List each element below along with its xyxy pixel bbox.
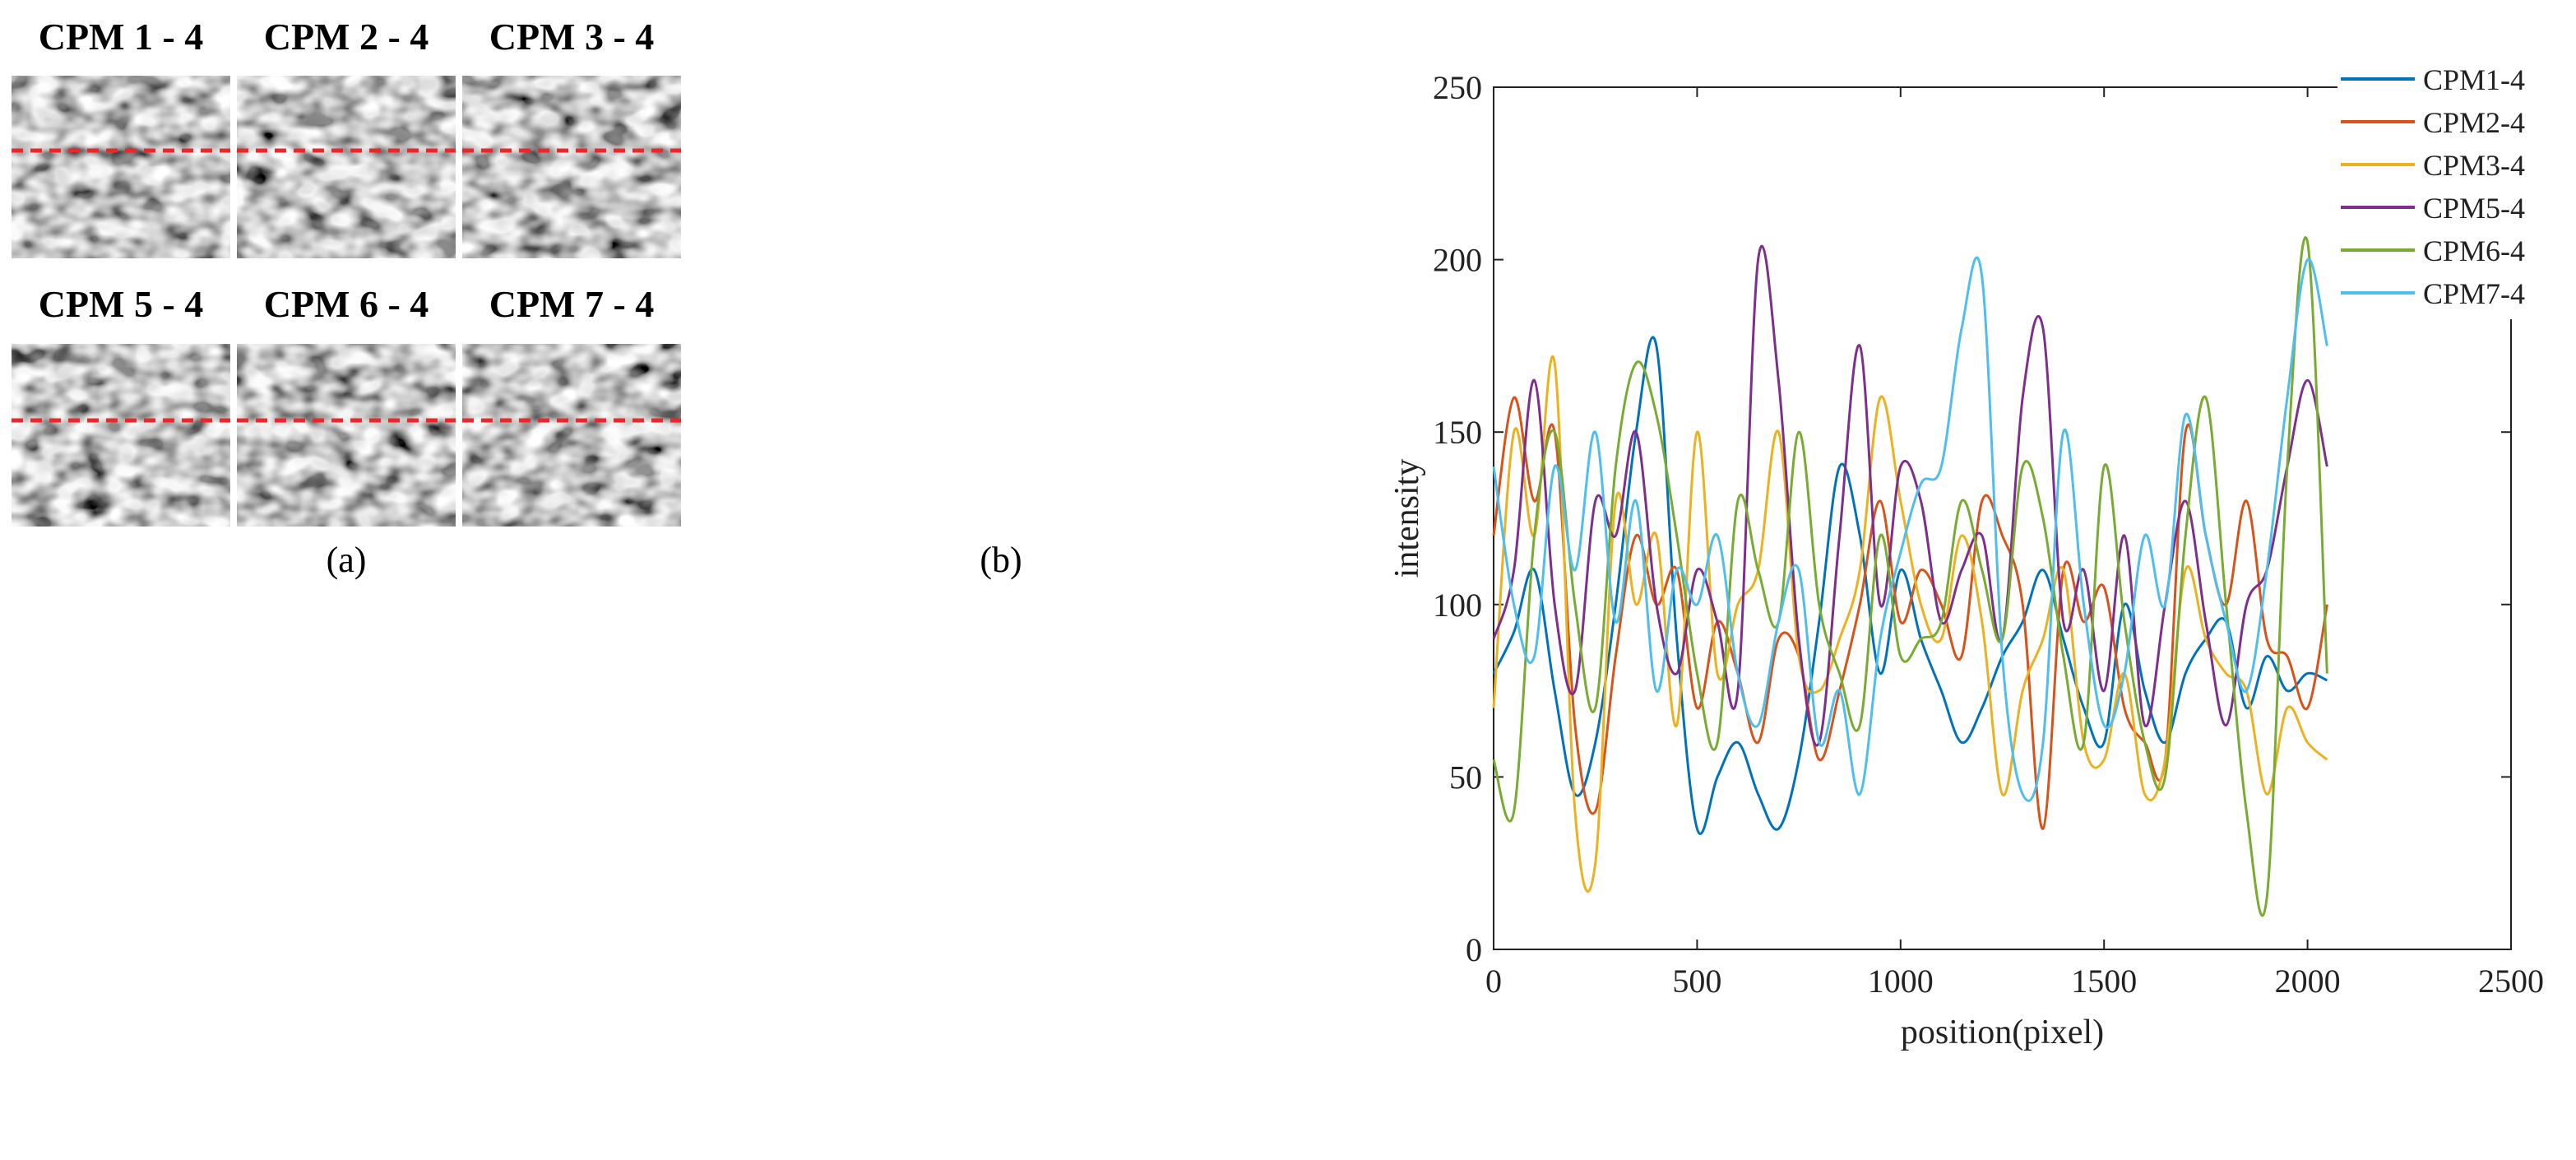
legend-label: CPM7-4 xyxy=(2423,277,2525,310)
legend-label: CPM1-4 xyxy=(2423,63,2525,96)
image-title: CPM 2 - 4 xyxy=(264,16,429,58)
series-line-cpm5-4 xyxy=(1492,244,2328,747)
legend-box xyxy=(2337,54,2553,319)
image-tile-cpm5-4: CPM 5 - 4 xyxy=(12,283,230,527)
image-title: CPM 5 - 4 xyxy=(39,283,204,325)
speckle-image xyxy=(237,344,456,527)
image-title: CPM 6 - 4 xyxy=(264,283,429,325)
y-tick-label: 50 xyxy=(1449,759,1482,796)
x-tick-label: 1000 xyxy=(1868,963,1934,1000)
caption-a: (a) xyxy=(327,540,367,580)
x-tick-label: 2000 xyxy=(2275,963,2341,1000)
x-tick-label: 500 xyxy=(1672,963,1721,1000)
y-tick-label: 250 xyxy=(1433,69,1482,106)
legend-label: CPM5-4 xyxy=(2423,192,2525,225)
series-line-cpm7-4 xyxy=(1492,256,2328,802)
series-line-cpm6-4 xyxy=(1492,235,2328,917)
x-axis-label: position(pixel) xyxy=(1901,1014,2104,1051)
panel-a-image-grid: CPM 1 - 4 CPM 2 - 4 CPM 3 - 4 CPM 5 - 4 … xyxy=(12,16,681,580)
caption-b: (b) xyxy=(980,540,1022,580)
series-line-cpm2-4 xyxy=(1492,396,2328,830)
y-tick-label: 200 xyxy=(1433,242,1482,279)
image-title: CPM 1 - 4 xyxy=(39,16,204,58)
image-tile-cpm3-4: CPM 3 - 4 xyxy=(462,16,681,258)
y-tick-label: 0 xyxy=(1466,931,1482,968)
series-line-cpm3-4 xyxy=(1492,355,2328,893)
image-tile-cpm1-4: CPM 1 - 4 xyxy=(12,16,230,258)
plot-area-frame xyxy=(1493,86,2512,950)
legend-label: CPM6-4 xyxy=(2423,234,2525,267)
speckle-image xyxy=(462,76,681,258)
x-tick-label: 0 xyxy=(1485,963,1502,1000)
x-tick-label: 1500 xyxy=(2071,963,2137,1000)
image-tile-cpm2-4: CPM 2 - 4 xyxy=(237,16,456,258)
speckle-image xyxy=(237,76,456,258)
image-tile-cpm7-4: CPM 7 - 4 xyxy=(462,283,681,527)
y-axis-label: intensity xyxy=(1388,459,1426,578)
series-line-cpm1-4 xyxy=(1492,336,2328,836)
y-tick-label: 150 xyxy=(1433,414,1482,451)
image-title: CPM 7 - 4 xyxy=(489,283,655,325)
y-tick-label: 100 xyxy=(1433,587,1482,624)
legend-label: CPM3-4 xyxy=(2423,149,2525,182)
image-title: CPM 3 - 4 xyxy=(489,16,655,58)
speckle-image xyxy=(462,344,681,527)
panel-b-line-chart: 0 500 1000 1500 2000 2500 0 50 100 150 200 250 posit… xyxy=(980,54,2553,1051)
legend-label: CPM2-4 xyxy=(2423,106,2525,139)
chart-marks: 0 500 1000 1500 2000 2500 0 50 100 150 200 250 posit… xyxy=(1388,54,2553,1051)
speckle-image xyxy=(12,344,230,527)
speckle-image xyxy=(12,76,230,258)
image-tile-cpm6-4: CPM 6 - 4 xyxy=(237,283,456,527)
x-tick-label: 2500 xyxy=(2478,963,2544,1000)
